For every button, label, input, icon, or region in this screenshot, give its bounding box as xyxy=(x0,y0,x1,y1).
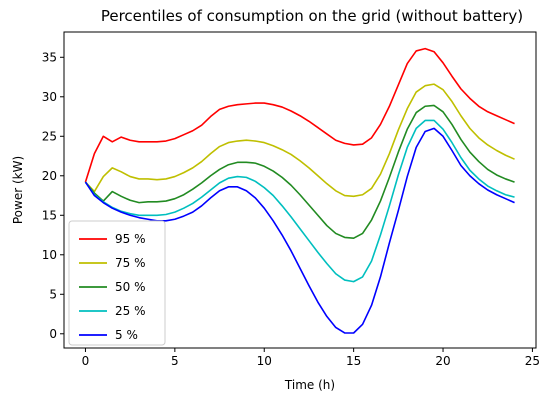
y-tick-label-5: 5 xyxy=(49,287,57,301)
y-tick-label-15: 15 xyxy=(42,208,57,222)
series-line-3 xyxy=(84,104,515,239)
series-line-4 xyxy=(84,119,515,283)
x-tick-label-5: 5 xyxy=(171,354,179,368)
y-tick-label-10: 10 xyxy=(42,248,57,262)
x-tick-label-10: 10 xyxy=(257,354,272,368)
y-tick-label-30: 30 xyxy=(42,90,57,104)
series-line-1 xyxy=(84,47,515,183)
y-tick-label-0: 0 xyxy=(49,327,57,341)
legend-label-3: 50 % xyxy=(115,280,146,294)
legend: 95 % 75 % 50 % 25 % 5 % xyxy=(68,220,166,346)
legend-label-2: 75 % xyxy=(115,256,146,270)
y-axis: 0 5 10 15 20 25 30 35 xyxy=(42,50,64,341)
y-tick-label-25: 25 xyxy=(42,129,57,143)
x-tick-label-20: 20 xyxy=(435,354,450,368)
legend-label-1: 95 % xyxy=(115,232,146,246)
chart-title: Percentiles of consumption on the grid (… xyxy=(101,7,523,25)
legend-label-4: 25 % xyxy=(115,304,146,318)
x-axis-label: Time (h) xyxy=(284,378,335,392)
y-axis-label: Power (kW) xyxy=(11,156,25,224)
series-line-2 xyxy=(84,83,515,198)
x-tick-label-25: 25 xyxy=(525,354,540,368)
legend-box xyxy=(68,220,166,346)
plot-frame xyxy=(63,31,537,349)
y-tick-label-35: 35 xyxy=(42,50,57,64)
x-tick-label-0: 0 xyxy=(82,354,90,368)
legend-label-5: 5 % xyxy=(115,328,138,342)
y-tick-label-20: 20 xyxy=(42,169,57,183)
x-tick-label-15: 15 xyxy=(346,354,361,368)
x-axis: 0 5 10 15 20 25 xyxy=(82,348,540,368)
